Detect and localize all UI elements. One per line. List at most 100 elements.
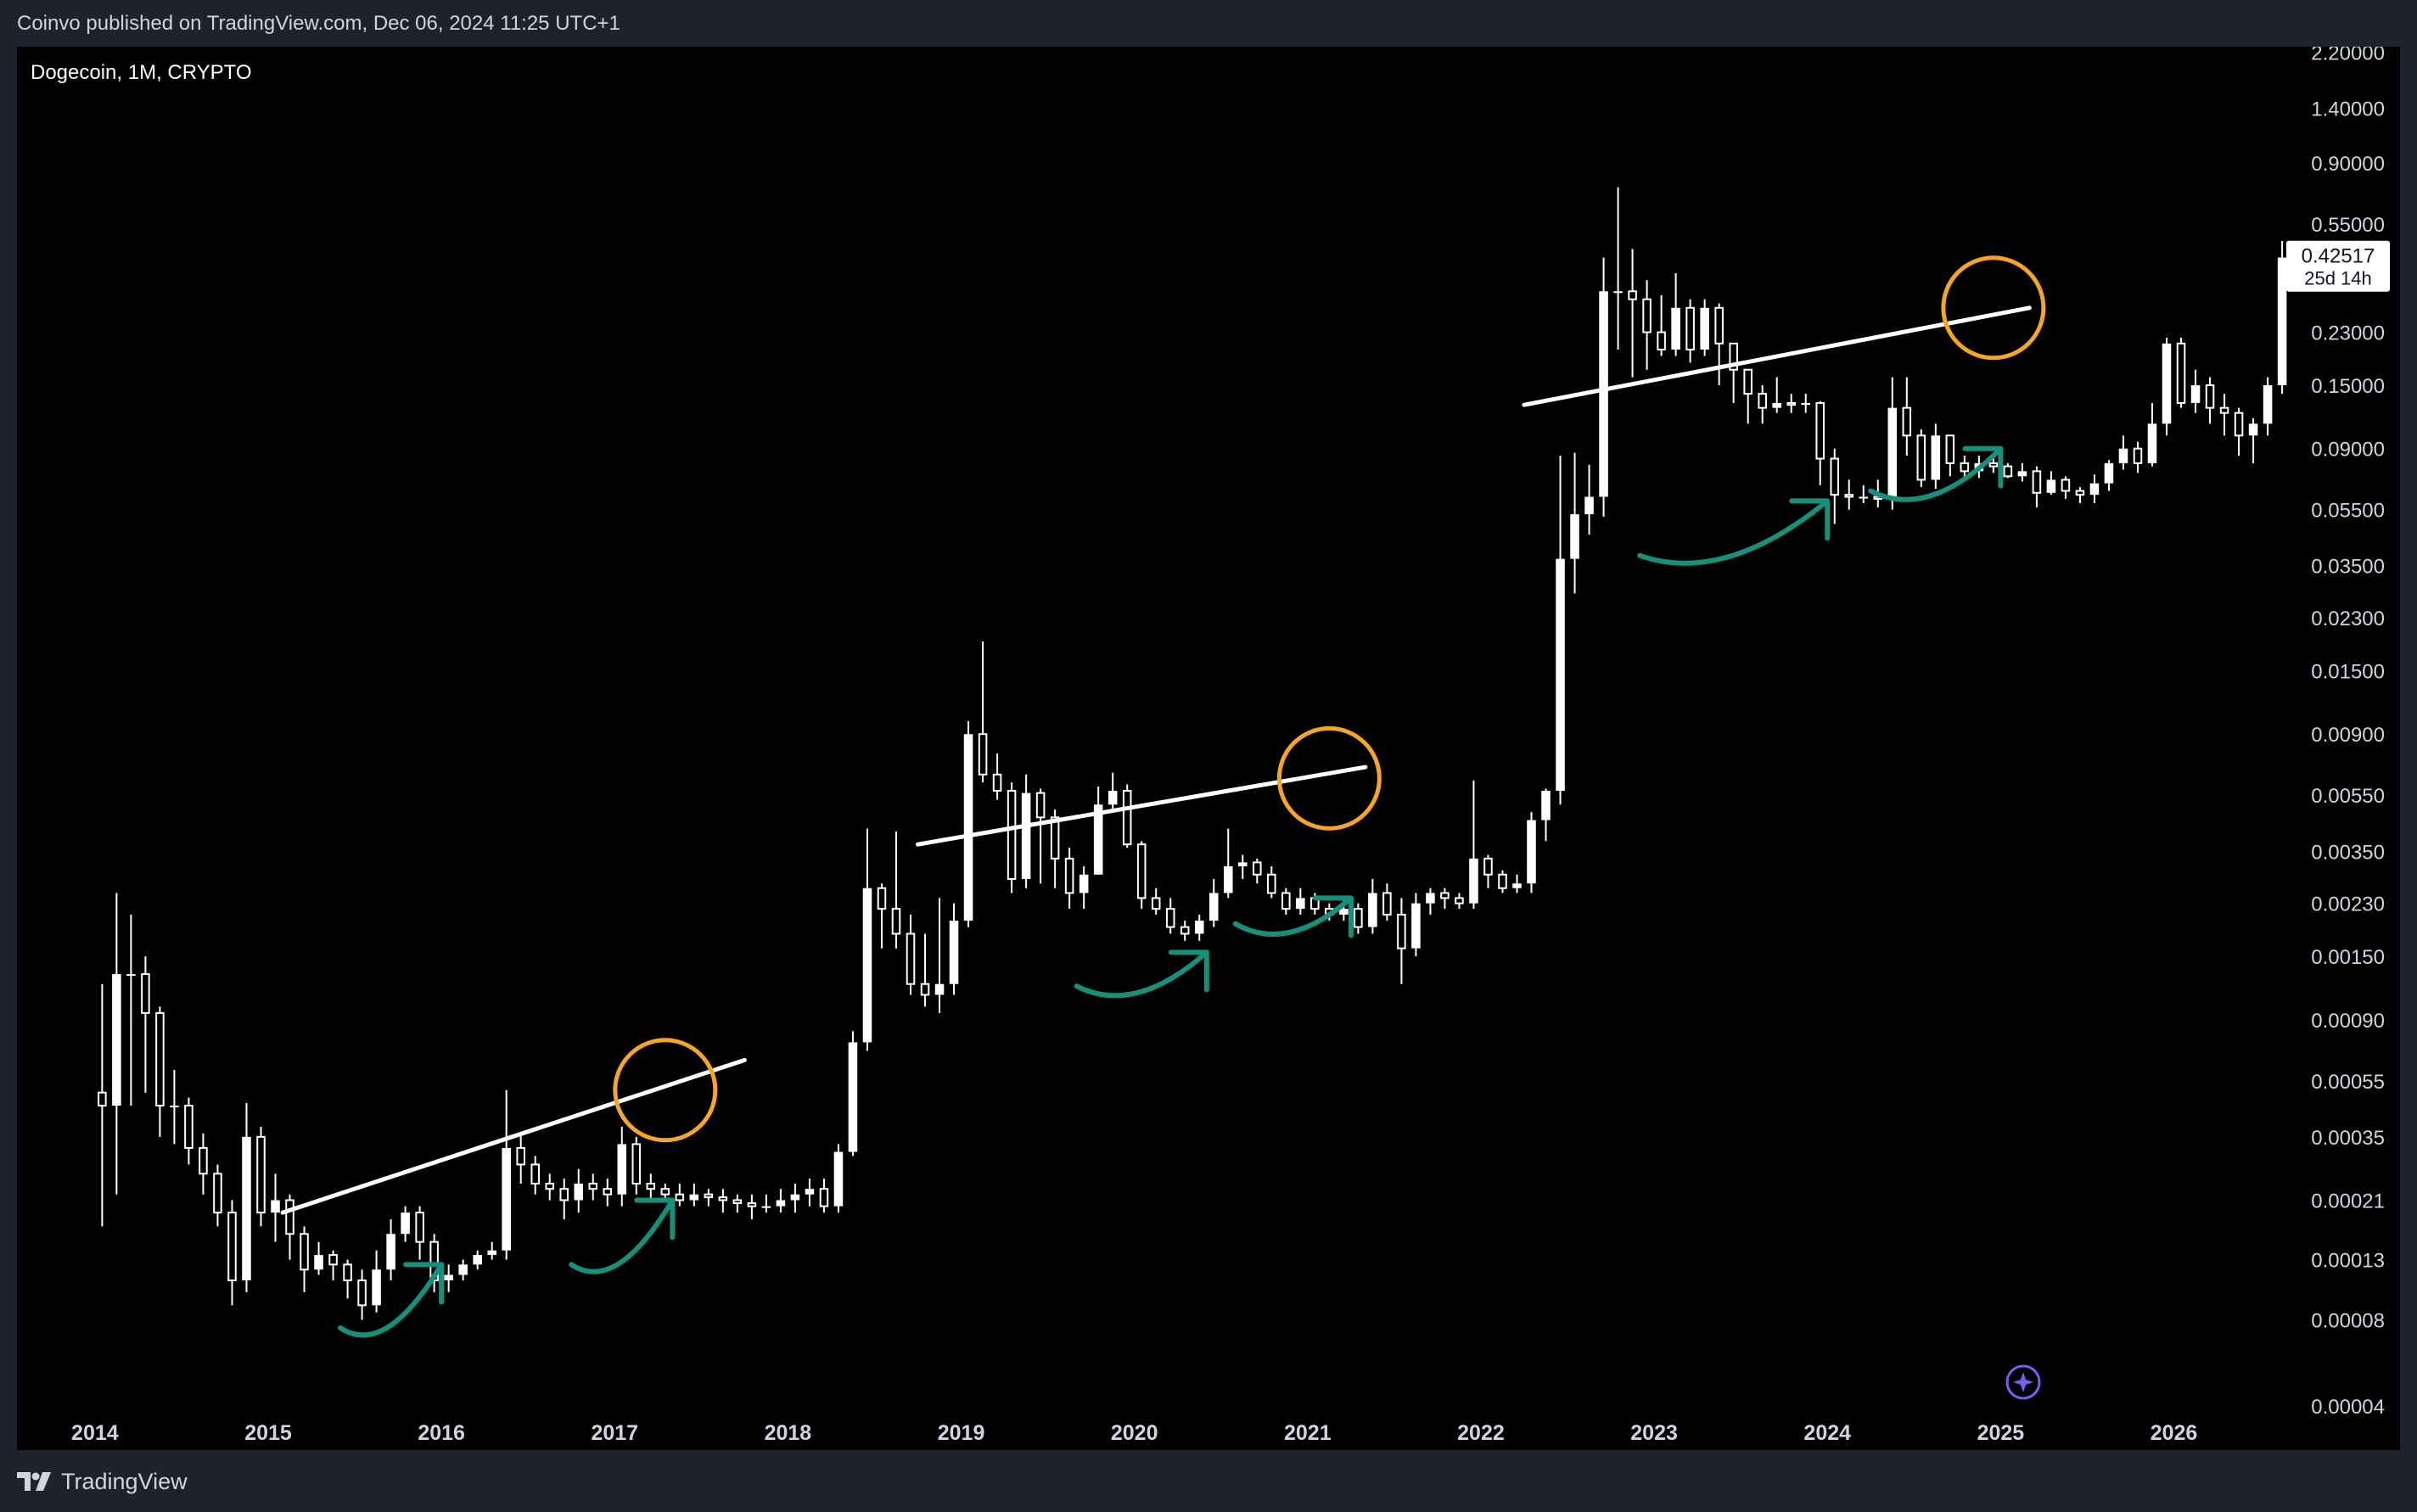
candle-body-down: [1267, 873, 1276, 894]
candle: [1354, 903, 1363, 934]
x-axis[interactable]: 2014 2015 2016 2017 2018 2019 2020 2021 2022 2023…: [71, 1421, 2197, 1445]
y-tick-label: 0.02300: [2311, 608, 2385, 630]
candle: [314, 1241, 323, 1275]
candle-body-up: [444, 1274, 453, 1281]
candle: [732, 1194, 743, 1213]
candle: [1714, 303, 1724, 386]
candle-body-down: [2061, 479, 2071, 492]
x-tick-label: 2019: [938, 1421, 985, 1445]
y-tick-label: 0.00230: [2311, 893, 2385, 916]
candle: [1599, 257, 1608, 517]
candle: [112, 893, 121, 1195]
x-tick-label: 2020: [1111, 1421, 1158, 1445]
candle-body-down: [256, 1135, 266, 1214]
candle-body-down: [2075, 490, 2085, 496]
arrow-head: [1789, 498, 1831, 541]
candles: [98, 187, 2302, 1320]
candle-body-down: [1498, 873, 1507, 889]
candle: [689, 1183, 699, 1207]
candle-body-down: [1815, 401, 1825, 460]
candle: [401, 1206, 410, 1242]
candle-body-up: [1093, 804, 1103, 875]
candle: [458, 1259, 468, 1281]
candle-body-up: [1671, 307, 1680, 350]
candle-body-down: [1281, 892, 1291, 910]
candle-body-up: [1859, 496, 1869, 499]
candle-body-down: [357, 1280, 367, 1307]
candle-body-up: [386, 1234, 395, 1270]
candle-body-down: [1960, 462, 1970, 473]
arrow-head: [1312, 895, 1354, 938]
candle: [1440, 888, 1450, 910]
candle: [1541, 788, 1551, 842]
candle-body-down: [1483, 857, 1493, 876]
candle-body-down: [992, 773, 1002, 792]
trendlines: [280, 305, 2032, 1215]
candle-body-up: [1584, 496, 1594, 515]
candle: [877, 883, 887, 949]
candle-body-down: [1035, 792, 1046, 819]
candle-body-down: [530, 1163, 540, 1184]
x-tick-label: 2015: [244, 1421, 292, 1445]
replay-icon[interactable]: [2005, 1364, 2041, 1400]
arrow-curve: [1074, 949, 1209, 999]
y-axis[interactable]: 2.20000 1.40000 0.90000 0.55000 0.23000 0.150…: [2311, 47, 2385, 1419]
candle: [1426, 888, 1435, 915]
candle: [1729, 342, 1738, 403]
candle-body-down: [1064, 857, 1074, 894]
candle: [415, 1206, 424, 1260]
candle-body-down: [2234, 412, 2244, 437]
candle-body-down: [2003, 465, 2013, 478]
candle: [444, 1264, 453, 1292]
candle: [1671, 273, 1680, 356]
candle: [704, 1189, 714, 1207]
candle-body-down: [415, 1212, 424, 1243]
breakout-circles: [613, 255, 2046, 1143]
footer[interactable]: TradingView: [17, 1461, 188, 1502]
candle: [2263, 377, 2273, 436]
candle-body-down: [1628, 290, 1637, 300]
y-tick-label: 0.05500: [2311, 500, 2385, 523]
candle: [126, 914, 136, 1106]
rounded-arrows: [338, 445, 2004, 1338]
candle-body-up: [689, 1194, 699, 1201]
candle-body-down: [1743, 368, 1752, 395]
candle: [1469, 780, 1478, 910]
candle-body-up: [1208, 893, 1219, 921]
candle: [1194, 914, 1204, 941]
candle: [1512, 874, 1522, 893]
candle: [1902, 377, 1912, 456]
arrow-head: [634, 1197, 676, 1240]
chart-area[interactable]: Dogecoin, 1M, CRYPTO 2.20000 1.40000 0.900…: [17, 47, 2400, 1450]
candle-body-down: [718, 1196, 728, 1201]
candle-body-down: [1354, 908, 1363, 928]
rounded-arrow: [1074, 949, 1209, 999]
y-tick-label: 0.00550: [2311, 785, 2385, 808]
candle-body-up: [833, 1151, 844, 1207]
candle-body-up: [372, 1269, 381, 1306]
candle-body-down: [1916, 434, 1926, 481]
x-tick-label: 2024: [1803, 1421, 1851, 1445]
candle-body-down: [1758, 393, 1767, 409]
candle: [2147, 402, 2157, 467]
candle: [1498, 870, 1507, 893]
candle-body-up: [2046, 479, 2056, 493]
candle-body-down: [675, 1193, 685, 1201]
candle: [2003, 462, 2013, 479]
candlestick-chart[interactable]: Dogecoin, 1M, CRYPTO 2.20000 1.40000 0.900…: [17, 47, 2400, 1450]
candle: [805, 1179, 815, 1207]
y-tick-label: 0.00900: [2311, 724, 2385, 747]
candle: [2104, 460, 2114, 491]
candle-body-down: [906, 932, 916, 985]
x-tick-label: 2026: [2151, 1421, 2198, 1445]
x-tick-label: 2025: [1977, 1421, 2025, 1445]
candle-body-up: [1079, 874, 1089, 893]
candle-body-down: [1440, 892, 1450, 899]
candle-body-up: [574, 1183, 584, 1201]
arrow-curve: [338, 1262, 445, 1338]
y-tick-label: 0.01500: [2311, 661, 2385, 684]
candle: [617, 1126, 627, 1207]
candle-body-up: [1931, 435, 1941, 480]
candle-body-down: [819, 1188, 829, 1207]
